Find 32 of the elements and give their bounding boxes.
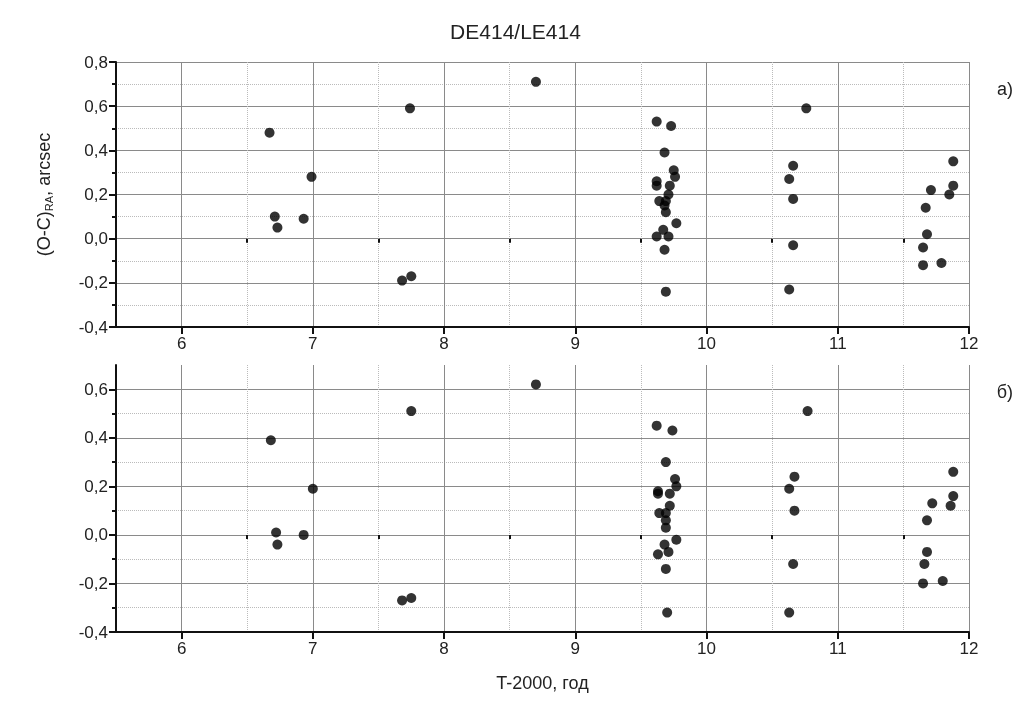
y-tick-label: 0,2 [84,476,108,496]
y-tick-label: -0,4 [78,622,108,642]
y-tick-label: 0,4 [84,140,108,160]
text: а) [997,79,1014,99]
y-tick-label: -0,2 [78,573,108,593]
y-tick-label: 0,6 [84,96,108,116]
text: б) [996,382,1014,402]
y-tick-label: -0,4 [78,317,108,337]
x-tick-label: 10 [697,639,716,658]
x-tick-label: 7 [308,639,318,658]
chart-title: DE414/LE414 [450,20,582,43]
y-tick-label: 0,0 [84,229,108,249]
x-tick-label: 9 [570,639,581,658]
x-tick-label: 12 [959,334,979,353]
x-tick-label: 12 [959,639,979,658]
x-tick-label: 11 [828,639,847,658]
x-tick-label: 6 [176,639,187,658]
y-tick-label: 0,8 [84,52,108,72]
y-axis-title: (O-C)RA, arcsec [33,132,55,257]
x-tick-label: 8 [439,334,449,353]
y-tick-label: -0,2 [78,273,108,293]
x-tick-label: 11 [828,334,847,353]
x-tick-label: 8 [439,639,449,658]
x-tick-label: 10 [697,334,716,353]
x-axis-title: T-2000, год [496,673,590,693]
y-tick-label: 0,0 [84,525,108,545]
x-tick-label: 9 [570,334,581,353]
y-tick-label: 0,4 [84,428,108,448]
y-tick-label: 0,6 [84,379,108,399]
x-tick-label: 6 [176,334,187,353]
x-tick-label: 7 [308,334,318,353]
y-tick-label: 0,2 [84,185,108,204]
